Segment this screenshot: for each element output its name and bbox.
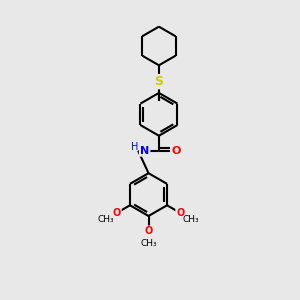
Text: CH₃: CH₃ <box>140 239 157 248</box>
Text: H: H <box>131 142 138 152</box>
Text: O: O <box>172 146 181 156</box>
Text: CH₃: CH₃ <box>183 215 200 224</box>
Text: S: S <box>154 75 164 88</box>
Text: CH₃: CH₃ <box>98 215 114 224</box>
Text: O: O <box>112 208 121 218</box>
Text: N: N <box>140 146 149 156</box>
Text: O: O <box>176 208 184 218</box>
Text: O: O <box>144 226 153 236</box>
